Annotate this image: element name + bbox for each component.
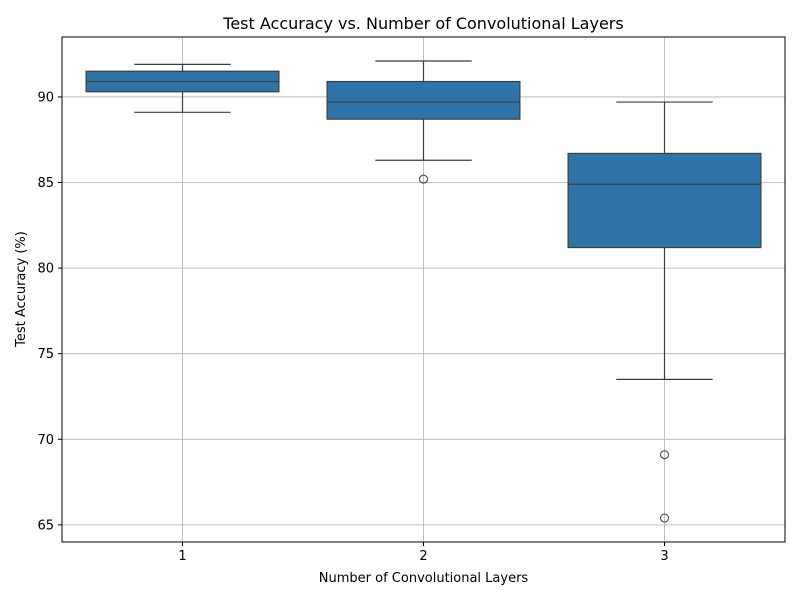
outlier-point [660, 513, 669, 523]
box-group-1 [85, 63, 280, 113]
box-group-3 [567, 101, 762, 523]
y-tick-label: 70 [37, 433, 54, 448]
x-tick-label: 2 [419, 549, 427, 564]
chart-title: Test Accuracy vs. Number of Convolutiona… [222, 14, 623, 33]
y-tick-label: 75 [37, 347, 54, 362]
y-tick-label: 65 [37, 518, 54, 533]
y-tick-label: 85 [37, 176, 54, 191]
outlier-point [660, 450, 669, 460]
box-group-2 [326, 60, 521, 184]
y-tick-label: 90 [37, 90, 54, 105]
iqr-box [326, 80, 521, 120]
iqr-box [567, 152, 762, 249]
box-series [85, 60, 762, 523]
x-tick-label: 3 [660, 549, 668, 564]
y-tick-label: 80 [37, 262, 54, 277]
x-tick-label: 1 [178, 549, 186, 564]
axis-ticks: 65 70 75 80 85 90 1 2 3 [37, 90, 668, 564]
x-axis-label: Number of Convolutional Layers [319, 571, 529, 586]
outlier-point [419, 174, 428, 184]
y-axis-label: Test Accuracy (%) [14, 231, 29, 348]
